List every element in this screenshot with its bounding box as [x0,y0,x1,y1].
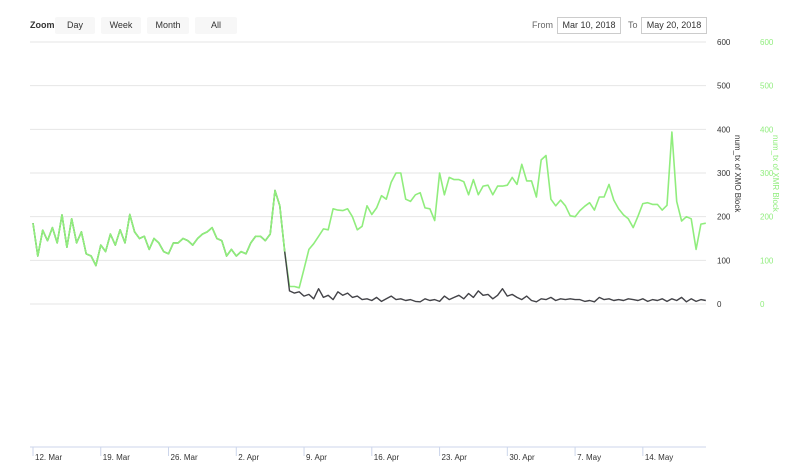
from-label: From [532,20,553,30]
x-axis-tick-label: 23. Apr [442,453,468,462]
left-axis-tick-label: 600 [717,38,731,47]
series-line-xmr [32,131,706,289]
zoom-label: Zoom [30,20,55,30]
right-axis-tick-label: 300 [760,169,774,178]
right-axis-tick-label: 0 [760,300,765,309]
x-axis-tick-label: 14. May [645,453,673,462]
zoom-day-button[interactable]: Day [55,17,95,34]
left-axis-tick-label: 500 [717,82,731,91]
left-axis-tick-label: 100 [717,256,731,265]
right-axis-tick-label: 200 [760,213,774,222]
left-axis-title: num_tx of XMO Block [733,135,742,213]
zoom-all-button[interactable]: All [195,17,237,34]
x-axis-tick-label: 19. Mar [103,453,130,462]
series-line-xmo [32,189,706,303]
left-axis-tick-label: 0 [717,300,722,309]
right-axis-tick-label: 600 [760,38,774,47]
x-axis-tick-label: 7. May [577,453,601,462]
x-axis-tick-label: 12. Mar [35,453,62,462]
right-axis-title: num_tx of XMR Block [771,135,780,213]
right-axis-tick-label: 500 [760,82,774,91]
x-axis-tick-label: 26. Mar [171,453,198,462]
x-axis-tick-label: 9. Apr [306,453,327,462]
to-label: To [628,20,638,30]
x-axis-tick-label: 16. Apr [374,453,400,462]
right-axis-tick-label: 400 [760,125,774,134]
left-axis-tick-label: 400 [717,125,731,134]
left-axis-tick-label: 300 [717,169,731,178]
to-date-input[interactable]: May 20, 2018 [641,17,707,34]
right-axis-tick-label: 100 [760,256,774,265]
zoom-week-button[interactable]: Week [101,17,141,34]
zoom-month-button[interactable]: Month [147,17,189,34]
from-date-input[interactable]: Mar 10, 2018 [557,17,621,34]
x-axis-tick-label: 30. Apr [509,453,535,462]
series-line-xmr-overlap [32,189,286,267]
left-axis-tick-label: 200 [717,213,731,222]
x-axis-tick-label: 2. Apr [238,453,259,462]
